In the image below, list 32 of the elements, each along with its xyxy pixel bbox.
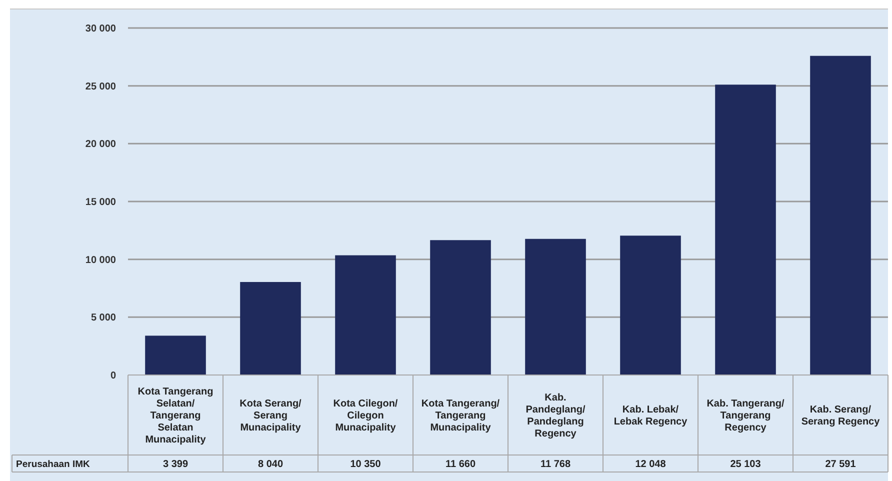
bar xyxy=(810,56,871,375)
y-tick-label: 15 000 xyxy=(85,197,116,208)
data-label: 3 399 xyxy=(162,459,188,470)
x-tick-label: Kota Serang/ Serang Munacipality xyxy=(240,398,302,434)
bar xyxy=(430,240,491,375)
data-label: 10 350 xyxy=(350,459,382,470)
y-tick-label: 30 000 xyxy=(85,24,116,34)
bar xyxy=(240,282,301,375)
x-tick-label: Kab. Pandeglang/ Pandeglang Regency xyxy=(526,392,586,440)
y-tick-label: 0 xyxy=(110,370,116,382)
x-tick-label: Kota Tangerang Selatan/ Tangerang Selatan Munacipality xyxy=(138,386,214,446)
bar xyxy=(145,336,206,375)
data-label: 12 048 xyxy=(635,459,666,470)
y-tick-label: 10 000 xyxy=(85,254,116,266)
data-label: 11 768 xyxy=(540,459,571,470)
y-tick-label: 5 000 xyxy=(90,312,116,324)
data-label: 11 660 xyxy=(445,459,476,470)
bar xyxy=(620,236,681,375)
bar xyxy=(335,255,396,375)
bar xyxy=(525,238,586,375)
data-label: 25 103 xyxy=(730,459,762,470)
y-tick-label: 20 000 xyxy=(85,139,116,150)
x-tick-label: Kota Cilegon/ Cilegon Munacipality xyxy=(333,398,398,434)
data-label: 8 040 xyxy=(258,459,284,470)
x-tick-label: Kab. Tangerang/ Tangerang Regency xyxy=(706,398,785,434)
x-tick-label: Kab. Lebak/ Lebak Regency xyxy=(614,404,688,428)
y-tick-label: 25 000 xyxy=(85,81,116,92)
text: Perusahaan IMK xyxy=(16,458,90,470)
x-tick-label: Kab. Serang/ Serang Regency xyxy=(801,404,880,428)
bar xyxy=(715,84,776,375)
x-tick-label: Kota Tangerang/ Tangerang Munacipality xyxy=(421,398,500,434)
data-label: 27 591 xyxy=(825,459,856,470)
